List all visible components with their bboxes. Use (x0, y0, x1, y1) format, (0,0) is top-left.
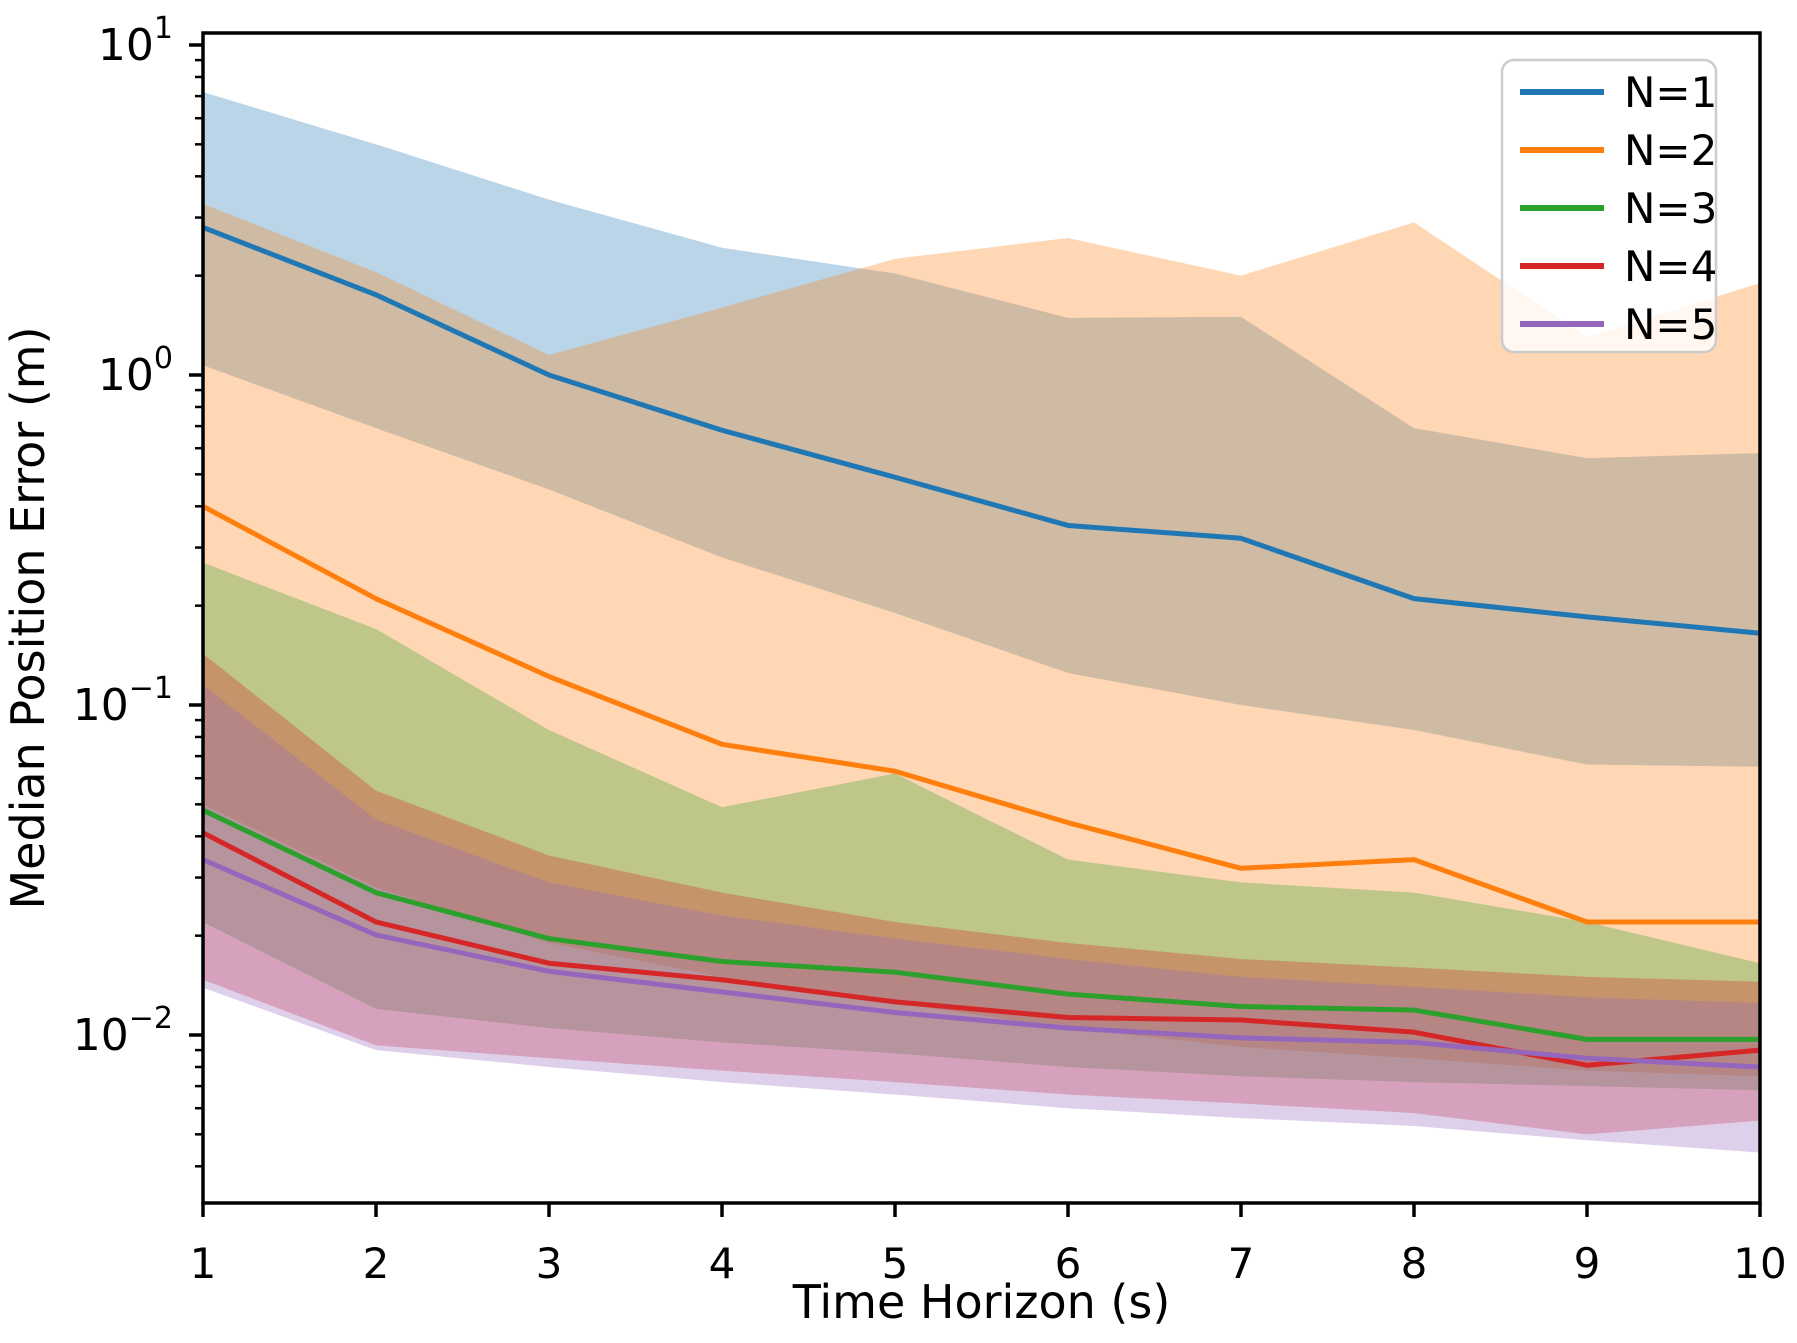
band-N=3 (203, 562, 1760, 1091)
legend-item-N=1: N=1 (1520, 68, 1717, 117)
x-tick-label: 7 (1228, 1239, 1255, 1288)
legend-label: N=5 (1624, 300, 1717, 349)
legend-label: N=3 (1624, 184, 1717, 233)
legend-item-N=4: N=4 (1520, 242, 1717, 291)
band-N=1 (203, 92, 1760, 767)
legend-item-N=5: N=5 (1520, 300, 1717, 349)
x-tick-label: 6 (1055, 1239, 1082, 1288)
x-tick-label: 3 (536, 1239, 563, 1288)
median-line-N=2 (201, 504, 1760, 925)
x-tick-label: 9 (1574, 1239, 1601, 1288)
x-tick-label: 4 (709, 1239, 736, 1288)
x-tick-label: 8 (1401, 1239, 1428, 1288)
median-line-N=5 (202, 857, 1761, 1070)
legend: N=1 N=2 N=3 N=4 N=5 (1500, 58, 1718, 354)
y-tick-label: 10−2 (73, 1001, 173, 1061)
y-axis: 101 100 10−1 10−2 (73, 11, 203, 1168)
x-tick-label: 5 (882, 1239, 909, 1288)
band-N=2 (203, 203, 1760, 1077)
median-lines (201, 225, 1761, 1070)
legend-label: N=4 (1624, 242, 1717, 291)
legend-item-N=2: N=2 (1520, 126, 1717, 175)
y-tick-label: 100 (98, 341, 173, 401)
y-axis-label: Median Position Error (m) (1, 326, 55, 909)
x-axis: 1 2 3 4 5 6 7 8 9 10 (190, 1203, 1787, 1288)
median-line-N=1 (202, 225, 1761, 636)
band-N=5 (203, 684, 1760, 1153)
x-tick-label: 1 (190, 1239, 217, 1288)
legend-label: N=2 (1624, 126, 1717, 175)
plot-spines (201, 31, 1762, 1205)
legend-item-N=3: N=3 (1520, 184, 1717, 233)
y-tick-label: 101 (98, 11, 173, 71)
legend-label: N=1 (1624, 68, 1717, 117)
x-tick-label: 2 (363, 1239, 390, 1288)
confidence-bands (203, 92, 1760, 1153)
y-tick-label: 10−1 (73, 671, 173, 731)
band-N=4 (203, 653, 1760, 1135)
median-line-N=3 (201, 807, 1760, 1042)
x-tick-label: 10 (1733, 1239, 1786, 1288)
x-axis-label: Time Horizon (s) (792, 1275, 1171, 1329)
legend-box (1500, 58, 1718, 354)
